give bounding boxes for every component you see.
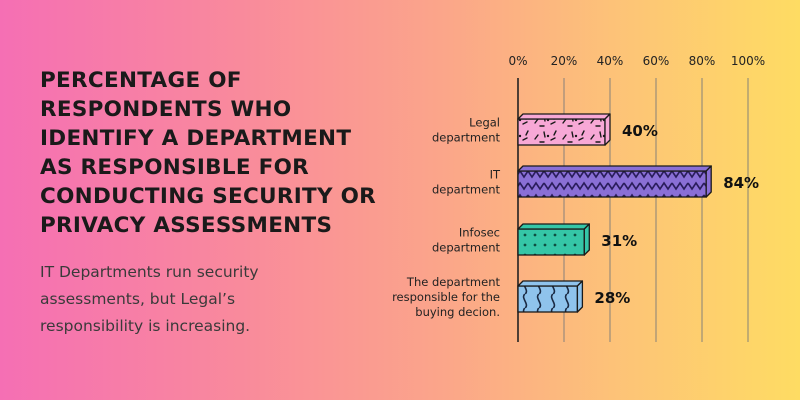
x-tick-label: 0% <box>508 54 527 68</box>
bar <box>517 113 611 146</box>
chart-title: PERCENTAGE OF RESPONDENTS WHO IDENTIFY A… <box>40 68 377 238</box>
category-label: IT department <box>432 168 501 197</box>
value-label: 84% <box>723 174 759 192</box>
category-label: The department responsible for the buying … <box>392 275 500 319</box>
bar-top <box>517 280 584 287</box>
bar-front <box>517 285 579 313</box>
value-label: 40% <box>622 122 658 140</box>
x-tick-label: 40% <box>597 54 624 68</box>
bar-front <box>517 228 585 256</box>
bar <box>517 165 712 198</box>
bar-front <box>517 118 606 146</box>
category-label: Legal department <box>432 116 501 145</box>
bar <box>517 280 584 313</box>
bar-side <box>576 280 584 313</box>
bar-top <box>517 165 712 172</box>
bar-front <box>517 170 707 198</box>
bar-top <box>517 223 590 230</box>
bar <box>517 223 590 256</box>
bar-side <box>705 165 712 198</box>
category-label: Infosec department <box>432 226 501 255</box>
chart-subtitle: IT Departments run security assessments,… <box>40 263 259 335</box>
bar-side <box>583 223 590 256</box>
x-tick-label: 80% <box>689 54 716 68</box>
x-tick-label: 60% <box>643 54 670 68</box>
value-label: 31% <box>601 232 637 250</box>
x-tick-label: 20% <box>551 54 578 68</box>
x-tick-label: 100% <box>731 54 765 68</box>
value-label: 28% <box>594 289 630 307</box>
bar-top <box>517 113 611 120</box>
bar-side <box>604 113 611 146</box>
